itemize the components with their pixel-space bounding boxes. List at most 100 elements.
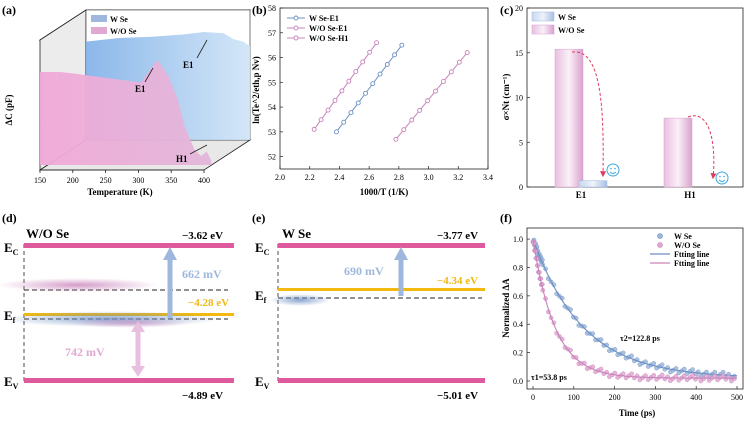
panel-b: (b) 2.0 2.2 2.4 2.6 2.8 3.0 3.2 3.4 52 53 54 55 56 57… bbox=[251, 3, 493, 197]
ticks-f: 0 100 200 300 400 500 0.0 0.2 0.4 0.6 0.8 1.0 bbox=[513, 235, 743, 402]
data-point-f bbox=[573, 315, 579, 321]
wo-se-area bbox=[40, 60, 212, 165]
gap-arrowhead-d-upper bbox=[163, 247, 177, 260]
annot-e1-wo-se-pointer bbox=[144, 67, 154, 83]
annot-h1: H1 bbox=[176, 154, 188, 164]
series-line-b bbox=[313, 42, 377, 130]
data-point-f bbox=[681, 373, 687, 379]
ev-value-e: −5.01 eV bbox=[437, 390, 478, 402]
ev-band-d bbox=[24, 378, 234, 383]
ev-value-d: −4.89 eV bbox=[182, 390, 223, 402]
gap-arrowhead-d-lower-bottom bbox=[131, 366, 145, 377]
y-tick-label-c: 10 bbox=[515, 94, 523, 103]
legend-label-b: W Se-E1 bbox=[309, 14, 339, 23]
fit-line-f bbox=[532, 238, 738, 377]
ev-band-e bbox=[278, 378, 485, 383]
legend-label-b: W/O Se-H1 bbox=[309, 34, 348, 43]
panel-label-e: (e) bbox=[252, 211, 265, 225]
data-point-f bbox=[681, 366, 687, 372]
data-point-f bbox=[573, 355, 579, 360]
ec-label-e: EC bbox=[255, 240, 270, 257]
x-tick-label-b: 3.4 bbox=[483, 173, 493, 182]
annot-e1-wse-pointer bbox=[196, 39, 208, 59]
data-point-b bbox=[334, 129, 339, 135]
data-point-b bbox=[332, 98, 338, 103]
data-point-b bbox=[370, 81, 376, 87]
x-tick-label-f: 500 bbox=[731, 393, 743, 402]
x-tick-label-a: 150 bbox=[34, 176, 46, 185]
data-point-f bbox=[620, 371, 626, 376]
trap-distribution-e bbox=[270, 294, 330, 306]
data-point-b bbox=[311, 126, 317, 132]
gap-label-e: 690 mV bbox=[344, 264, 384, 278]
diagram-e-title: W Se bbox=[282, 226, 311, 241]
data-point-b bbox=[399, 42, 405, 48]
trap-distribution-d-pink bbox=[0, 278, 158, 292]
ec-band-e bbox=[278, 243, 485, 248]
legend-wo-se: W/O Se bbox=[110, 27, 137, 36]
y-tick-label-b: 58 bbox=[268, 4, 276, 13]
legend-marker-b bbox=[293, 25, 299, 31]
data-point-b bbox=[392, 52, 398, 58]
smiley-icon bbox=[606, 163, 620, 177]
plot-frame-f bbox=[526, 227, 744, 390]
gap-arrowhead-e bbox=[394, 247, 408, 260]
plot-frame-b bbox=[279, 7, 489, 170]
data-point-b bbox=[440, 79, 446, 84]
panel-e: (e) W Se 690 mV EC Ef EV −3.77 eV −4.34 … bbox=[252, 211, 485, 402]
category-label-c: H1 bbox=[684, 190, 696, 200]
tau1-label: τ1=53.8 ps bbox=[531, 373, 567, 382]
data-point-f bbox=[598, 366, 604, 372]
legend-marker-b bbox=[293, 35, 299, 41]
y-tick-label-f: 0.8 bbox=[513, 263, 523, 272]
data-point-f bbox=[720, 372, 726, 378]
panel-label-c: (c) bbox=[500, 3, 513, 17]
data-point-b bbox=[417, 107, 423, 113]
diagram-d-title: W/O Se bbox=[26, 226, 69, 241]
panel-a: (a) 150 200 250 300 350 400 Temperature (K) Δ… bbox=[2, 3, 252, 197]
fit-line-f bbox=[532, 239, 738, 379]
bar-wo-se bbox=[554, 48, 584, 188]
y-tick-label-f: 1.0 bbox=[513, 235, 523, 244]
y-tick-label-b: 52 bbox=[268, 153, 276, 162]
data-point-b bbox=[377, 71, 383, 77]
x-tick-label-f: 200 bbox=[609, 393, 621, 402]
x-tick-label-f: 100 bbox=[568, 393, 580, 402]
panel-label-f: (f) bbox=[500, 211, 512, 225]
y-tick-label-f: 0.0 bbox=[513, 377, 523, 386]
data-point-b bbox=[360, 59, 366, 65]
y-tick-label-f: 0.2 bbox=[513, 349, 523, 358]
trap-distribution-d-pink-lower bbox=[70, 318, 190, 328]
ylabel-a: ΔC (pF) bbox=[4, 95, 14, 126]
series-line-b bbox=[395, 52, 468, 140]
data-point-b bbox=[409, 117, 415, 123]
data-point-b bbox=[339, 88, 345, 94]
data-point-f bbox=[598, 337, 604, 342]
data-point-b bbox=[448, 69, 454, 75]
ev-label-d: EV bbox=[4, 374, 19, 391]
y-tick-label-c: 20 bbox=[515, 4, 523, 13]
legend-wo-se-c: W/O Se bbox=[558, 26, 585, 35]
ec-label-d: EC bbox=[4, 240, 19, 257]
legend-label-f: W Se bbox=[674, 232, 692, 241]
data-point-b bbox=[374, 40, 380, 46]
annot-e1-wse: E1 bbox=[183, 60, 194, 70]
legend-label-f: W/O Se bbox=[674, 241, 701, 250]
data-point-b bbox=[325, 107, 331, 113]
ticks-b: 2.0 2.2 2.4 2.6 2.8 3.0 3.2 3.4 52 53 54 55 56 57 58 bbox=[268, 4, 493, 182]
x-tick-label-a: 200 bbox=[67, 176, 79, 185]
y-tick-label-f: 0.4 bbox=[513, 320, 523, 329]
data-point-b bbox=[346, 78, 352, 84]
smiley-icon bbox=[715, 171, 729, 185]
ef-value-d: −4.28 eV bbox=[188, 297, 229, 309]
data-point-b bbox=[433, 88, 438, 94]
x-tick-label-b: 3.0 bbox=[424, 173, 434, 182]
ef-label-e: Ef bbox=[255, 288, 267, 305]
tau2-label: τ2=122.8 ps bbox=[620, 334, 660, 343]
data-point-b bbox=[367, 49, 373, 55]
arrow-e1 bbox=[571, 51, 607, 178]
data-point-f bbox=[651, 372, 657, 378]
x-tick-label-b: 2.6 bbox=[364, 173, 374, 182]
panel-label-b: (b) bbox=[252, 3, 267, 17]
